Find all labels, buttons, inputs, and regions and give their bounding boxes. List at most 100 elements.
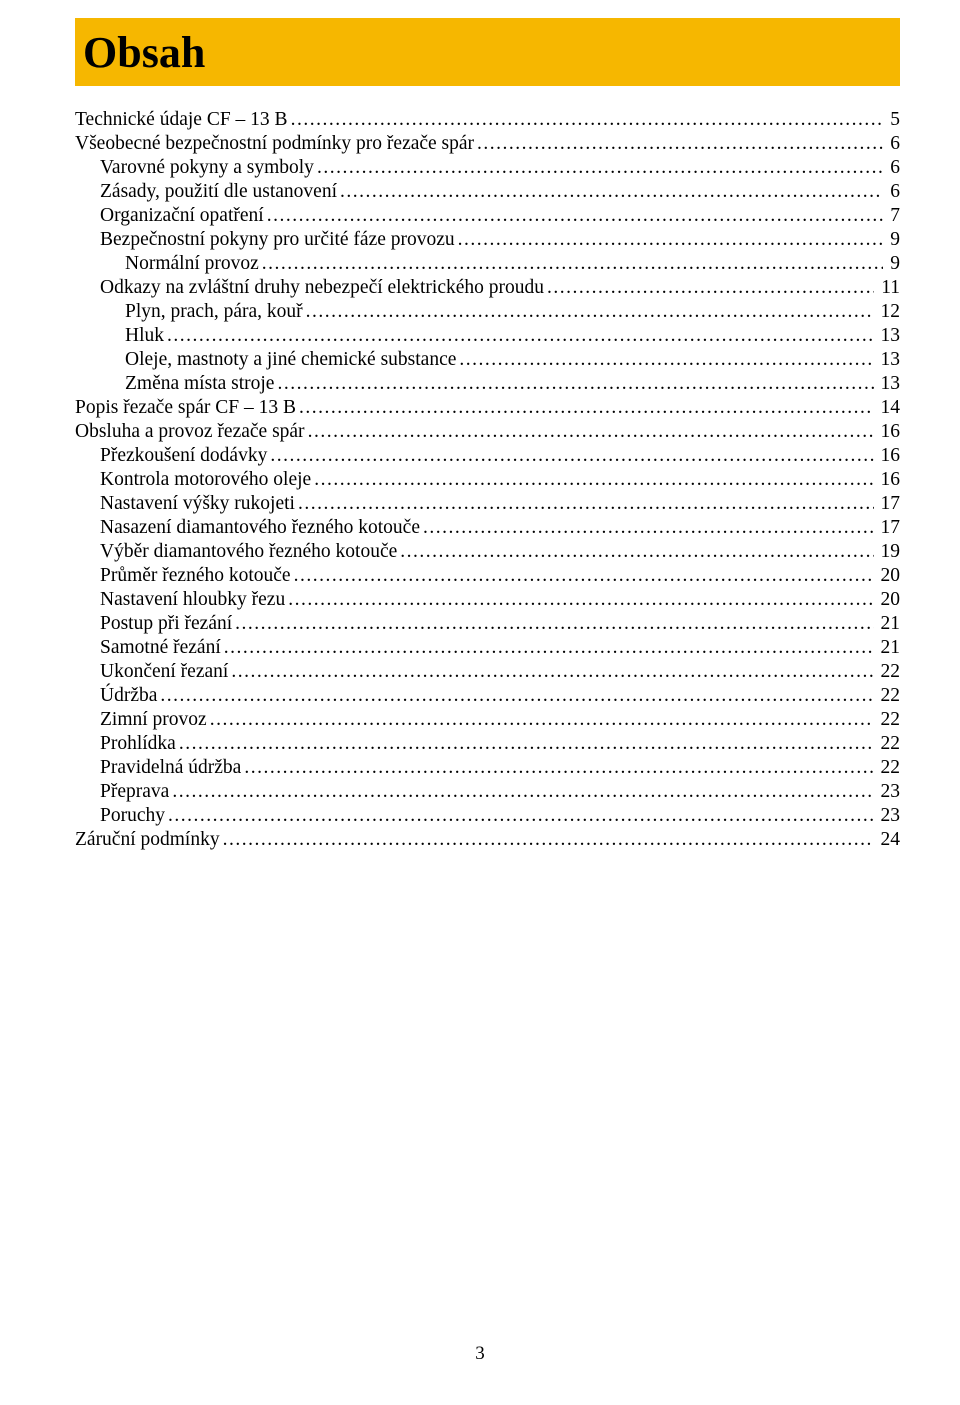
- toc-page-number: 5: [886, 108, 900, 131]
- toc-label: Popis řezače spár CF – 13 B: [75, 396, 296, 419]
- toc-label: Nastavení výšky rukojeti: [100, 492, 295, 515]
- toc-row: Poruchy 23: [75, 804, 900, 827]
- toc-leader-dots: [167, 324, 874, 347]
- toc-page-number: 22: [877, 660, 901, 683]
- toc-label: Samotné řezání: [100, 636, 221, 659]
- toc-row: Nastavení hloubky řezu 20: [75, 588, 900, 611]
- toc-leader-dots: [314, 468, 873, 491]
- toc-label: Pravidelná údržba: [100, 756, 241, 779]
- toc-page-number: 21: [877, 636, 901, 659]
- toc-row: Výběr diamantového řezného kotouče 19: [75, 540, 900, 563]
- toc-label: Nasazení diamantového řezného kotouče: [100, 516, 420, 539]
- toc-row: Organizační opatření 7: [75, 204, 900, 227]
- toc-row: Oleje, mastnoty a jiné chemické substanc…: [75, 348, 900, 371]
- toc-leader-dots: [160, 684, 873, 707]
- toc-page-number: 21: [877, 612, 901, 635]
- toc-leader-dots: [288, 588, 873, 611]
- table-of-contents: Technické údaje CF – 13 B 5 Všeobecné bez…: [75, 108, 900, 851]
- toc-label: Technické údaje CF – 13 B: [75, 108, 288, 131]
- toc-page-number: 14: [877, 396, 901, 419]
- toc-leader-dots: [306, 300, 874, 323]
- toc-leader-dots: [423, 516, 874, 539]
- toc-row: Varovné pokyny a symboly 6: [75, 156, 900, 179]
- toc-label: Údržba: [100, 684, 157, 707]
- toc-page-number: 22: [877, 732, 901, 755]
- toc-page-number: 17: [877, 492, 901, 515]
- toc-page-number: 16: [877, 444, 901, 467]
- toc-label: Změna místa stroje: [125, 372, 274, 395]
- toc-row: Normální provoz 9: [75, 252, 900, 275]
- toc-label: Kontrola motorového oleje: [100, 468, 311, 491]
- toc-leader-dots: [308, 420, 874, 443]
- toc-row: Přezkoušení dodávky 16: [75, 444, 900, 467]
- toc-page-number: 16: [877, 468, 901, 491]
- toc-leader-dots: [270, 444, 873, 467]
- toc-label: Hluk: [125, 324, 164, 347]
- toc-page-number: 6: [886, 156, 900, 179]
- toc-leader-dots: [224, 636, 874, 659]
- toc-row: Záruční podmínky 24: [75, 828, 900, 851]
- toc-label: Organizační opatření: [100, 204, 264, 227]
- toc-label: Prohlídka: [100, 732, 176, 755]
- footer-page-number: 3: [0, 1343, 960, 1365]
- toc-leader-dots: [340, 180, 883, 203]
- toc-leader-dots: [267, 204, 884, 227]
- toc-label: Varovné pokyny a symboly: [100, 156, 314, 179]
- toc-label: Plyn, prach, pára, kouř: [125, 300, 303, 323]
- toc-label: Přeprava: [100, 780, 169, 803]
- toc-label: Poruchy: [100, 804, 165, 827]
- toc-row: Ukončení řezaní 22: [75, 660, 900, 683]
- document-page: Obsah Technické údaje CF – 13 B 5 Všeobec…: [0, 0, 960, 1405]
- toc-leader-dots: [235, 612, 873, 635]
- toc-page-number: 17: [877, 516, 901, 539]
- toc-page-number: 23: [877, 780, 901, 803]
- toc-leader-dots: [262, 252, 883, 275]
- toc-page-number: 9: [886, 228, 900, 251]
- toc-row: Odkazy na zvláštní druhy nebezpečí elekt…: [75, 276, 900, 299]
- toc-page-number: 20: [877, 564, 901, 587]
- toc-row: Obsluha a provoz řezače spár 16: [75, 420, 900, 443]
- toc-page-number: 22: [877, 708, 901, 731]
- toc-label: Obsluha a provoz řezače spár: [75, 420, 305, 443]
- toc-row: Nastavení výšky rukojeti 17: [75, 492, 900, 515]
- toc-label: Zásady, použití dle ustanovení: [100, 180, 337, 203]
- toc-row: Změna místa stroje 13: [75, 372, 900, 395]
- toc-page-number: 19: [877, 540, 901, 563]
- toc-label: Výběr diamantového řezného kotouče: [100, 540, 397, 563]
- toc-label: Bezpečnostní pokyny pro určité fáze prov…: [100, 228, 455, 251]
- toc-label: Oleje, mastnoty a jiné chemické substanc…: [125, 348, 456, 371]
- toc-row: Postup při řezání 21: [75, 612, 900, 635]
- toc-label: Normální provoz: [125, 252, 259, 275]
- toc-page-number: 13: [877, 324, 901, 347]
- page-title: Obsah: [83, 27, 205, 78]
- toc-page-number: 22: [877, 756, 901, 779]
- toc-row: Všeobecné bezpečnostní podmínky pro řeza…: [75, 132, 900, 155]
- toc-label: Nastavení hloubky řezu: [100, 588, 285, 611]
- toc-label: Přezkoušení dodávky: [100, 444, 267, 467]
- toc-leader-dots: [458, 228, 884, 251]
- toc-leader-dots: [179, 732, 874, 755]
- toc-row: Prohlídka 22: [75, 732, 900, 755]
- toc-leader-dots: [168, 804, 874, 827]
- toc-row: Pravidelná údržba 22: [75, 756, 900, 779]
- toc-row: Samotné řezání 21: [75, 636, 900, 659]
- toc-label: Průměr řezného kotouče: [100, 564, 291, 587]
- toc-label: Odkazy na zvláštní druhy nebezpečí elekt…: [100, 276, 544, 299]
- toc-label: Ukončení řezaní: [100, 660, 228, 683]
- toc-row: Hluk 13: [75, 324, 900, 347]
- toc-page-number: 9: [886, 252, 900, 275]
- toc-page-number: 13: [877, 372, 901, 395]
- toc-row: Údržba 22: [75, 684, 900, 707]
- toc-label: Všeobecné bezpečnostní podmínky pro řeza…: [75, 132, 474, 155]
- toc-row: Přeprava 23: [75, 780, 900, 803]
- toc-row: Kontrola motorového oleje 16: [75, 468, 900, 491]
- toc-leader-dots: [400, 540, 873, 563]
- toc-row: Plyn, prach, pára, kouř 12: [75, 300, 900, 323]
- toc-leader-dots: [317, 156, 883, 179]
- toc-label: Postup při řezání: [100, 612, 232, 635]
- toc-row: Popis řezače spár CF – 13 B 14: [75, 396, 900, 419]
- toc-label: Zimní provoz: [100, 708, 207, 731]
- toc-page-number: 24: [877, 828, 901, 851]
- toc-row: Zásady, použití dle ustanovení 6: [75, 180, 900, 203]
- toc-page-number: 11: [877, 276, 900, 299]
